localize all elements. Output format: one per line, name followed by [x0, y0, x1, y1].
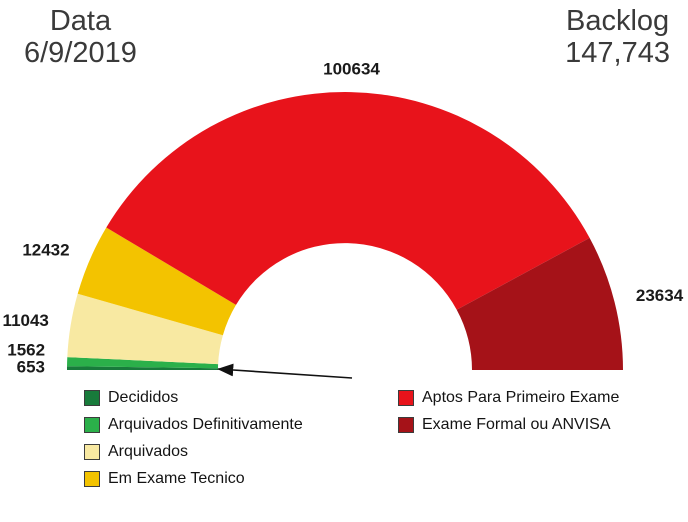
pointer-arrow	[217, 363, 353, 379]
segment-em-exame-tecnico	[77, 227, 236, 336]
segment-arquivados	[67, 293, 223, 365]
date-label: Data	[49, 5, 112, 37]
date-value: 6/9/2019	[24, 36, 137, 69]
value-label-arquivados: 11043	[3, 311, 49, 330]
legend-column-left: Decididos Arquivados Definitivamente Arqui…	[84, 387, 303, 489]
legend-label: Aptos Para Primeiro Exame	[422, 388, 620, 406]
legend-item-decididos: Decididos	[84, 387, 303, 408]
legend-label: Decididos	[108, 388, 179, 406]
backlog-label: Backlog	[566, 5, 670, 37]
legend-column-right: Aptos Para Primeiro Exame Exame Formal ou…	[398, 387, 619, 435]
backlog-value: 147,743	[565, 36, 670, 69]
value-label-aptos-para-primeiro-exame: 100634	[323, 60, 380, 79]
legend-item-arquivados: Arquivados	[84, 441, 303, 462]
legend-swatch-em-exame-tecnico	[84, 470, 100, 487]
chart-segments	[66, 92, 623, 370]
legend-label: Exame Formal ou ANVISA	[422, 415, 611, 433]
legend-label: Arquivados	[108, 442, 189, 460]
date-header: Data 6/9/2019	[24, 5, 137, 70]
segment-aptos-para-primeiro-exame	[106, 92, 590, 310]
legend-item-em-exame-tecnico: Em Exame Tecnico	[84, 468, 303, 489]
legend-label: Arquivados Definitivamente	[108, 415, 303, 433]
legend-item-arquivados-definitivamente: Arquivados Definitivamente	[84, 414, 303, 435]
segment-decididos	[66, 366, 219, 370]
legend-swatch-decididos	[84, 389, 100, 406]
segment-arquivados-definitivamente	[67, 357, 219, 369]
legend-label: Em Exame Tecnico	[108, 469, 245, 487]
legend-swatch-arquivados-definitivamente	[84, 416, 100, 433]
legend-item-aptos-para-primeiro-exame: Aptos Para Primeiro Exame	[398, 387, 619, 408]
legend-swatch-exame-formal-ou-anvisa	[398, 416, 414, 433]
value-label-em-exame-tecnico: 12432	[22, 240, 69, 259]
value-label-arquivados-definitivamente: 1562	[7, 340, 45, 359]
backlog-header: Backlog 147,743	[565, 5, 670, 70]
segment-exame-formal-ou-anvisa	[456, 237, 623, 370]
legend-item-exame-formal-ou-anvisa: Exame Formal ou ANVISA	[398, 414, 619, 435]
value-label-decididos: 653	[17, 357, 45, 376]
legend-swatch-arquivados	[84, 443, 100, 460]
value-label-exame-formal-ou-anvisa: 23634	[636, 286, 684, 305]
legend-swatch-aptos-para-primeiro-exame	[398, 389, 414, 406]
